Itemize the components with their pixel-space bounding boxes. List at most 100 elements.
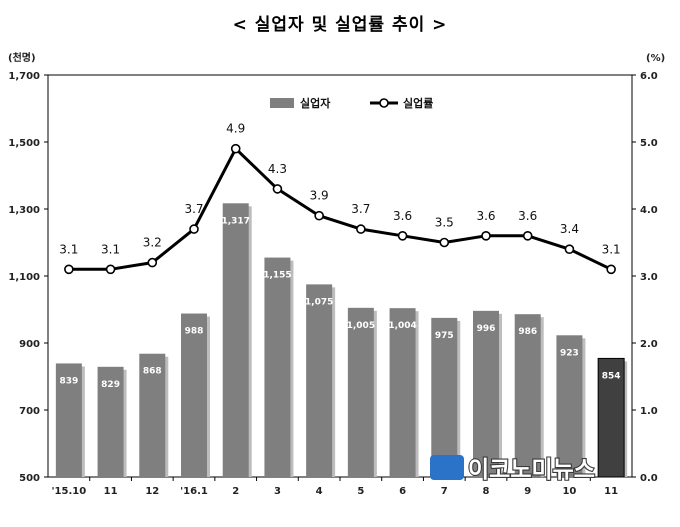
rate-data-label: 3.6 [476, 209, 495, 223]
x-axis-tick-label: 6 [399, 486, 406, 497]
bar-data-label: 1,005 [347, 321, 375, 331]
rate-series-line [68, 147, 612, 271]
bar-data-label: 854 [602, 371, 621, 381]
axes: 500 700 900 1,100 1,300 1,500 1,700 0.0 1.0 2.0 3.… [8, 51, 665, 497]
rate-point [522, 231, 533, 241]
page-title: < 실업자 및 실업률 추이 > [232, 15, 448, 35]
right-axis-tick-label: 2.0 [640, 339, 658, 350]
bar [556, 335, 583, 477]
x-axis-tick-label: 11 [604, 486, 618, 497]
rate-point [397, 231, 408, 241]
left-axis-tick-label: 1,300 [8, 205, 40, 216]
rate-data-label: 4.9 [226, 122, 245, 136]
legend: 실업자 실업률 [270, 96, 433, 110]
x-axis-tick-label: 3 [274, 486, 281, 497]
x-axis-tick-label: '16.1 [180, 486, 208, 497]
left-axis-tick-label: 1,700 [8, 71, 40, 82]
watermark: 이코노미뉴스 [430, 455, 596, 484]
rate-data-label: 3.2 [143, 236, 162, 250]
bar-data-label: 1,004 [388, 321, 416, 331]
bar [347, 307, 374, 477]
rate-point [64, 264, 74, 275]
left-axis-tick-label: 900 [19, 339, 40, 350]
legend-bar-label: 실업자 [300, 96, 331, 110]
watermark-logo-mark [430, 455, 464, 480]
bar [264, 257, 291, 477]
bar-data-label: 1,155 [263, 271, 291, 281]
rate-data-label: 3.1 [602, 242, 621, 256]
rate-point [189, 224, 199, 234]
right-axis-tick-label: 0.0 [640, 473, 658, 484]
rate-point [230, 143, 241, 154]
left-axis-unit: (천명) [8, 51, 36, 64]
watermark-text: 이코노미뉴스 [468, 457, 595, 483]
rate-data-label: 3.7 [184, 202, 203, 216]
bar [181, 313, 207, 477]
x-axis-tick-label: 12 [145, 486, 159, 497]
x-axis-tick-label: 5 [357, 486, 364, 497]
rate-point [356, 224, 366, 234]
bar-data-label: 996 [477, 324, 496, 334]
x-axis-tick-label: 7 [441, 486, 448, 497]
bar-data-label: 988 [185, 327, 204, 337]
right-axis-unit: (%) [646, 53, 665, 64]
rate-point [439, 237, 450, 248]
legend-bar-swatch [270, 98, 294, 108]
bar [222, 203, 249, 477]
bar-data-label: 986 [518, 327, 537, 337]
right-axis-tick-label: 4.0 [640, 205, 658, 216]
bar-data-label: 975 [435, 331, 454, 341]
x-axis-tick-label: 2 [232, 486, 239, 497]
bar [139, 353, 166, 477]
right-axis-tick-label: 3.0 [640, 272, 658, 283]
rate-point [606, 264, 616, 275]
x-axis-tick-label: 11 [104, 486, 118, 497]
rate-data-label: 3.9 [310, 189, 329, 203]
bar-data-label: 923 [560, 348, 579, 358]
rate-line: 3.1 3.1 3.2 3.7 4.9 4.3 3.9 3.7 3.6 3.5 3.6 3.6 3.4 3… [59, 122, 621, 275]
x-axis-tick-label: 4 [316, 486, 323, 497]
rate-point [564, 244, 575, 254]
rate-point [314, 210, 324, 221]
bar-data-label: 1,317 [221, 216, 249, 226]
bar [514, 314, 541, 477]
left-axis-tick-label: 1,100 [8, 272, 40, 283]
left-axis-tick-label: 1,500 [8, 138, 40, 149]
bar [306, 284, 333, 477]
bar [597, 357, 625, 478]
bar-data-label: 868 [143, 367, 162, 377]
rate-point [481, 231, 491, 241]
rate-point [272, 184, 283, 194]
left-axis-tick-label: 700 [19, 406, 40, 417]
bar-data-label: 1,075 [305, 297, 333, 307]
rate-data-label: 3.5 [435, 216, 454, 230]
bar [97, 366, 124, 477]
rate-data-label: 3.6 [518, 209, 537, 223]
rate-point [147, 257, 158, 268]
rate-point [105, 264, 116, 275]
bar [473, 310, 499, 477]
legend-line-marker [379, 98, 389, 108]
rate-data-label: 3.1 [59, 242, 78, 256]
bar [431, 317, 458, 477]
right-axis-tick-label: 6.0 [640, 71, 658, 82]
x-axis-tick-label: '15.10 [52, 486, 87, 497]
left-axis-tick-label: 500 [19, 473, 40, 484]
x-axis-tick-label: 10 [562, 486, 576, 497]
legend-line-label: 실업률 [403, 96, 433, 110]
bars: 839 829 868 988 1,317 1,155 1,075 1,005 1,004 975… [55, 203, 628, 478]
bar [389, 308, 416, 477]
rate-data-label: 3.4 [560, 222, 579, 236]
x-axis-tick-label: 8 [483, 486, 490, 497]
bar-data-label: 829 [101, 380, 120, 390]
plot-frame [47, 74, 633, 478]
right-axis-tick-label: 5.0 [640, 138, 658, 149]
right-axis-tick-label: 1.0 [640, 406, 658, 417]
rate-data-label: 3.1 [101, 242, 120, 256]
bar [55, 363, 82, 477]
bar-data-label: 839 [59, 376, 78, 386]
rate-data-label: 3.7 [351, 202, 370, 216]
rate-data-label: 3.6 [393, 209, 412, 223]
rate-data-label: 4.3 [268, 162, 287, 176]
